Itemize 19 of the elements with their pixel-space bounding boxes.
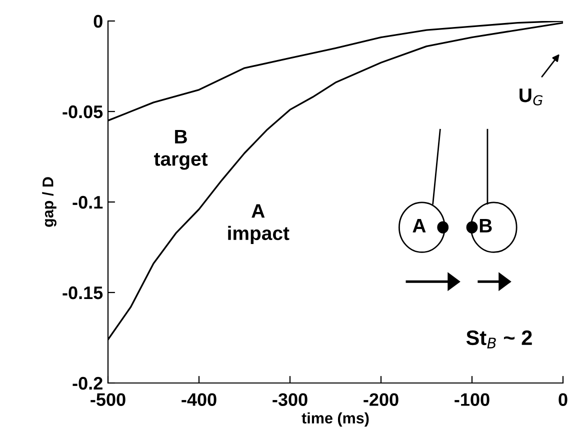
y-tick-label: -0.15 — [62, 286, 103, 300]
annotation: B — [480, 218, 492, 232]
y-tick-label: -0.1 — [72, 196, 103, 209]
y-tick-label: -0.2 — [72, 376, 102, 390]
x-tick-label: -500 — [90, 393, 126, 406]
x-tick-label: 0 — [558, 393, 568, 406]
x-tick-label: -400 — [182, 393, 216, 406]
y-axis-title: gap / D — [42, 177, 56, 227]
annotation: A impact — [228, 204, 290, 244]
y-tick-label: -0.05 — [62, 105, 103, 118]
x-tick-label: -200 — [364, 393, 398, 406]
y-tick-label: 0 — [94, 14, 102, 28]
annotation: St$_{B}$ ~ 2 — [466, 330, 532, 348]
annotation: U$_{G}$ — [520, 88, 543, 106]
annotation: A — [412, 218, 426, 232]
x-tick-label: -300 — [272, 393, 308, 406]
x-tick-label: -100 — [454, 393, 490, 406]
x-axis-title: time (ms) — [302, 412, 369, 427]
annotation: B target — [154, 130, 208, 170]
